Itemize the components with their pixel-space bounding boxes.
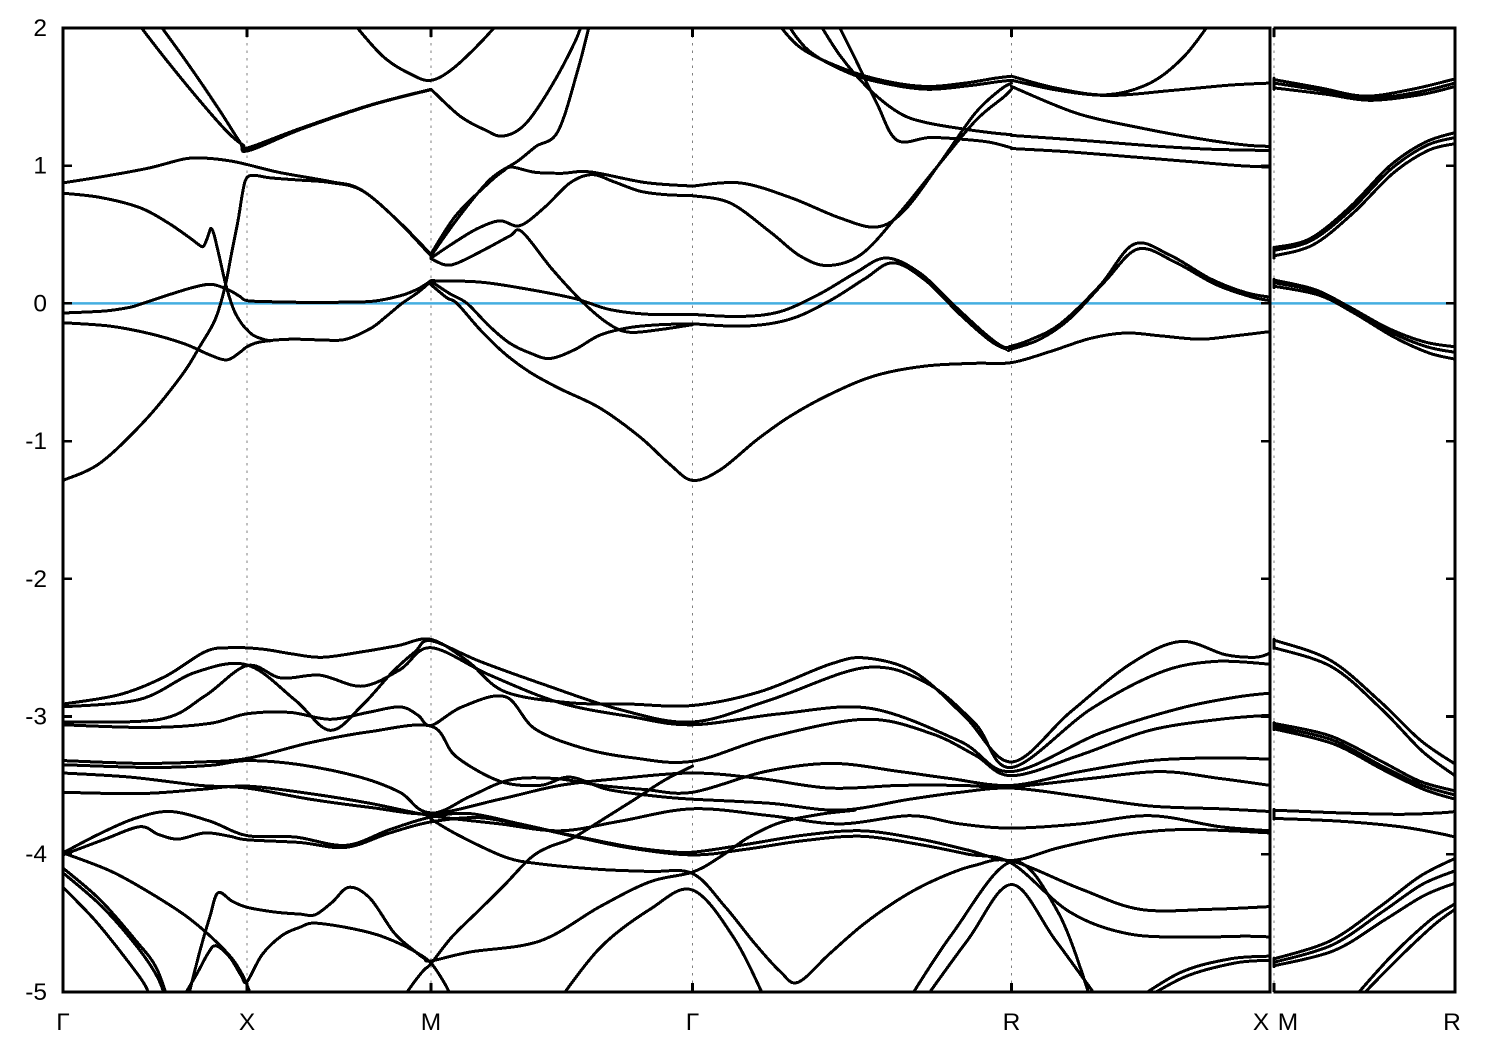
svg-text:M: M: [1278, 1009, 1298, 1036]
svg-text:2: 2: [33, 15, 47, 42]
svg-text:X: X: [1253, 1009, 1269, 1036]
svg-text:0: 0: [33, 290, 47, 317]
svg-text:R: R: [1003, 1009, 1021, 1036]
svg-text:Γ: Γ: [686, 1009, 700, 1036]
svg-text:-1: -1: [25, 428, 47, 455]
svg-text:-2: -2: [25, 566, 47, 593]
svg-text:M: M: [421, 1009, 441, 1036]
svg-text:-5: -5: [25, 979, 47, 1006]
svg-text:1: 1: [33, 153, 47, 180]
svg-text:X: X: [239, 1009, 255, 1036]
svg-text:R: R: [1443, 1009, 1461, 1036]
svg-text:-4: -4: [25, 841, 47, 868]
svg-text:Γ: Γ: [56, 1009, 70, 1036]
svg-text:-3: -3: [25, 704, 47, 731]
